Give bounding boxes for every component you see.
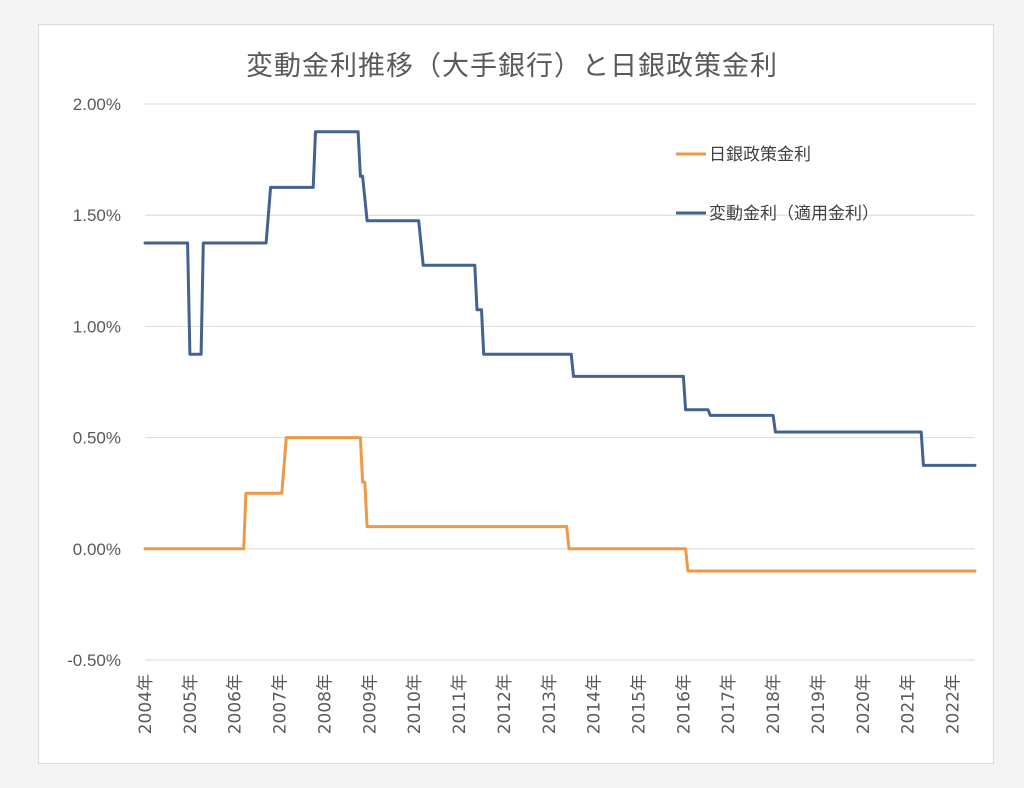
y-tick-label: 0.00% [73,540,121,559]
x-tick-label: 2015年 [630,674,650,734]
y-tick-label: 1.50% [73,206,121,225]
x-tick-label: 2010年 [405,674,425,734]
x-tick-label: 2009年 [360,674,380,734]
x-tick-label: 2008年 [315,674,335,734]
y-axis-tick-labels: 2.00% 1.50% 1.00% 0.50% 0.00% -0.50% [67,95,121,670]
x-tick-label: 2004年 [136,674,156,734]
x-tick-label: 2005年 [181,674,201,734]
x-tick-label: 2019年 [809,674,829,734]
series-lines [143,130,977,573]
x-tick-label: 2012年 [495,674,515,734]
x-tick-label: 2016年 [674,674,694,734]
x-tick-label: 2013年 [540,674,560,734]
x-tick-label: 2007年 [271,674,291,734]
x-axis-tick-labels: 2004年 2005年 2006年 2007年 2008年 2009年 2010年 2011年… [136,674,964,734]
x-tick-label: 2014年 [585,674,605,734]
x-tick-label: 2022年 [944,674,964,734]
x-tick-label: 2017年 [719,674,739,734]
chart-frame [38,24,994,764]
x-tick-label: 2011年 [450,674,470,734]
y-tick-label: 1.00% [73,317,121,336]
y-tick-label: 2.00% [73,95,121,114]
gridlines [145,103,975,661]
x-tick-label: 2020年 [854,674,874,734]
y-tick-label: 0.50% [73,429,121,448]
x-tick-label: 2006年 [226,674,246,734]
y-tick-label: -0.50% [67,651,121,670]
x-tick-label: 2021年 [899,674,919,734]
chart-title: 変動金利推移（大手銀行）と日銀政策金利 [246,51,778,82]
legend-label: 日銀政策金利 [709,145,811,165]
legend-label: 変動金利（適用金利） [709,204,879,224]
x-tick-label: 2018年 [764,674,784,734]
series-line-0 [143,436,977,573]
series-line-1 [143,130,977,467]
